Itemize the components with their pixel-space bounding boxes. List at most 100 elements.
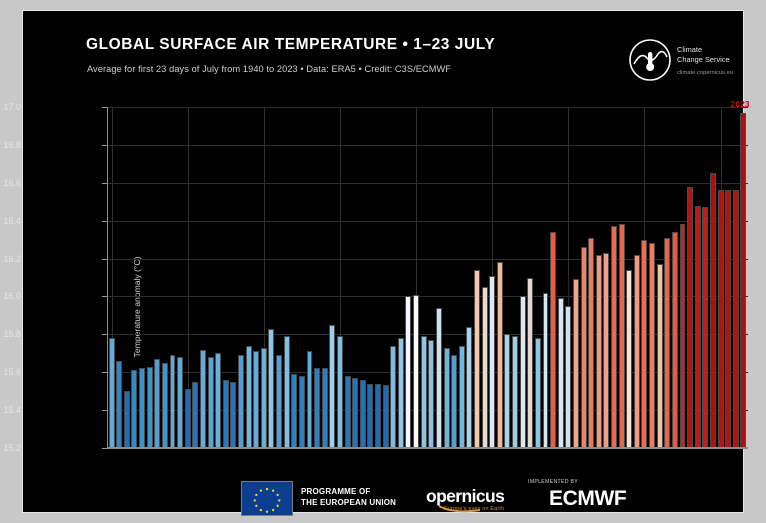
bar — [489, 275, 496, 448]
copernicus-logo: opernicus Europe's eyes on Earth — [408, 483, 526, 517]
bar — [207, 357, 214, 448]
bar — [215, 353, 222, 448]
gridline — [107, 144, 748, 146]
gridline — [263, 107, 265, 448]
c3s-logo: Climate Change Service climate.copernicu… — [627, 37, 766, 89]
copernicus-wordmark: opernicus — [426, 486, 505, 506]
bar — [314, 368, 321, 448]
axis-bottom — [107, 447, 748, 449]
bar — [146, 366, 153, 448]
ecmwf-wordmark: ECMWF — [549, 487, 627, 510]
bar — [108, 338, 115, 448]
bar — [169, 355, 176, 448]
bar — [177, 357, 184, 448]
gridline — [107, 182, 748, 184]
bar — [154, 358, 161, 448]
bar — [481, 286, 488, 448]
bar — [702, 207, 709, 448]
y-tick-mark — [102, 410, 107, 412]
bar — [725, 190, 732, 448]
bar — [336, 336, 343, 448]
gridline — [111, 107, 113, 448]
bar — [291, 374, 298, 448]
bar — [123, 391, 130, 448]
plot-area: Temperature anomaly (°C) 15.2 15.4 15.6 15.… — [3, 99, 749, 453]
bar — [664, 237, 671, 448]
footer-logos: PROGRAMME OF THE EUROPEAN UNION opernicu… — [23, 477, 766, 523]
bar — [572, 279, 579, 448]
bar — [184, 389, 191, 448]
bar — [542, 292, 549, 448]
y-tick-label: 16.0 — [3, 291, 21, 302]
logo-line-1: Climate — [677, 45, 703, 54]
bar — [649, 243, 656, 448]
gridline — [107, 334, 748, 336]
bar — [199, 349, 206, 448]
gridline — [416, 107, 418, 448]
bar — [595, 254, 602, 448]
y-tick-mark — [102, 182, 107, 184]
y-tick-mark — [102, 144, 107, 146]
bar — [671, 232, 678, 448]
eu-flag-icon — [241, 481, 293, 516]
page-subtitle: Average for first 23 days of July from 1… — [87, 64, 451, 74]
bar — [382, 385, 389, 448]
bar — [451, 355, 458, 448]
bar — [565, 305, 572, 448]
logo-line-2: Change Service — [677, 54, 730, 64]
y-tick-label: 16.8 — [3, 139, 21, 150]
y-tick-label: 16.6 — [3, 177, 21, 188]
bar — [443, 347, 450, 448]
chart-frame: GLOBAL SURFACE AIR TEMPERATURE • 1–23 JU… — [3, 10, 750, 516]
y-tick-label: 17.0 — [3, 102, 21, 112]
gridline — [339, 107, 341, 448]
implemented-by-label: IMPLEMENTED BY — [528, 479, 579, 485]
bar — [435, 307, 442, 448]
y-tick-label: 15.4 — [3, 405, 21, 416]
bar — [253, 351, 260, 448]
gridline — [568, 107, 570, 448]
copernicus-c-icon — [415, 487, 481, 513]
bar — [428, 340, 435, 448]
bar — [367, 383, 374, 448]
bar — [527, 277, 534, 448]
bar — [687, 186, 694, 448]
eu-programme-text: PROGRAMME OF THE EUROPEAN UNION — [301, 487, 396, 508]
y-axis-label: Temperature anomaly (°C) — [132, 256, 142, 358]
bar — [611, 226, 617, 448]
ecmwf-logo: IMPLEMENTED BY ECMWF — [503, 479, 673, 519]
axis-left — [107, 107, 108, 448]
bar — [230, 381, 237, 448]
gridline — [107, 372, 748, 374]
bar — [717, 190, 724, 448]
bar — [375, 383, 381, 448]
bar — [557, 298, 564, 448]
y-tick-mark — [102, 372, 107, 374]
y-tick-mark — [102, 107, 107, 108]
bar — [139, 368, 145, 448]
bar — [534, 338, 541, 448]
eu-line-1: PROGRAMME OF — [301, 487, 371, 496]
bar — [618, 224, 625, 448]
bar — [321, 368, 328, 448]
bar — [710, 173, 716, 448]
bar — [588, 237, 595, 448]
gridline — [107, 220, 748, 222]
gridline — [107, 410, 748, 412]
bar — [413, 294, 420, 448]
y-tick-mark — [102, 296, 107, 298]
y-tick-label: 15.6 — [3, 367, 21, 378]
bar — [519, 296, 526, 448]
bar — [504, 334, 511, 448]
page-title: GLOBAL SURFACE AIR TEMPERATURE • 1–23 JU… — [86, 36, 496, 53]
bar — [474, 269, 480, 448]
bar — [276, 355, 283, 448]
bar — [222, 379, 229, 448]
gridline — [107, 296, 748, 298]
bar — [603, 252, 610, 448]
bar — [192, 381, 199, 448]
bar — [161, 362, 168, 448]
bar — [306, 351, 313, 448]
bar — [344, 376, 351, 448]
y-tick-mark — [102, 448, 107, 449]
